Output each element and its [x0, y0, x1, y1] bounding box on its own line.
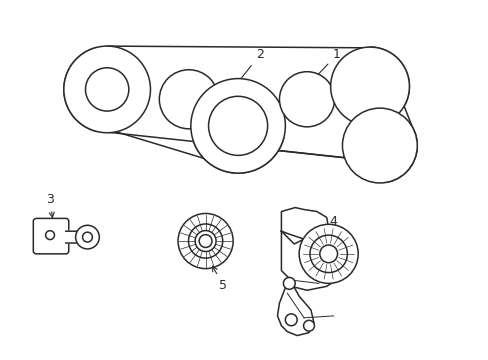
FancyBboxPatch shape [33, 219, 69, 254]
Circle shape [188, 224, 222, 258]
Circle shape [199, 235, 212, 247]
Polygon shape [277, 278, 313, 336]
Text: 5: 5 [212, 266, 227, 292]
Text: 4: 4 [325, 215, 337, 247]
Text: 1: 1 [304, 49, 340, 89]
Polygon shape [281, 231, 340, 290]
Circle shape [178, 213, 233, 269]
Circle shape [45, 231, 54, 239]
Text: 3: 3 [46, 193, 54, 217]
Text: 2: 2 [235, 49, 263, 85]
Circle shape [285, 314, 297, 326]
Circle shape [342, 108, 416, 183]
Polygon shape [281, 208, 328, 239]
Circle shape [64, 46, 150, 133]
Circle shape [309, 235, 346, 273]
Polygon shape [66, 231, 85, 243]
Circle shape [279, 72, 334, 127]
Circle shape [159, 70, 218, 129]
Circle shape [82, 232, 92, 242]
Circle shape [303, 320, 314, 331]
Circle shape [195, 230, 216, 252]
Circle shape [208, 96, 267, 156]
Circle shape [76, 225, 99, 249]
Circle shape [319, 245, 337, 263]
Circle shape [190, 78, 285, 173]
Circle shape [85, 68, 128, 111]
Circle shape [299, 224, 358, 283]
Circle shape [283, 278, 295, 289]
Circle shape [330, 47, 408, 126]
